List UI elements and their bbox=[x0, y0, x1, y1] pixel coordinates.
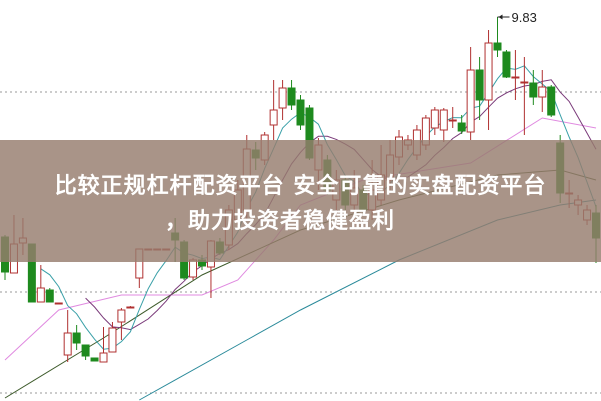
annotation-label: 9.83 bbox=[512, 10, 537, 25]
candle-down bbox=[81, 344, 90, 357]
candle-down bbox=[296, 99, 305, 126]
candle-up bbox=[108, 327, 117, 353]
candle-up bbox=[63, 332, 72, 356]
candle-up bbox=[439, 109, 448, 131]
candle-up bbox=[520, 81, 529, 84]
candle-down bbox=[457, 122, 466, 132]
candle-up bbox=[466, 69, 475, 133]
candle-up bbox=[126, 306, 135, 309]
overlay-banner: 比较正规杠杆配资平台 安全可靠的实盘配资平台 ，助力投资者稳健盈利 bbox=[0, 140, 601, 262]
candle-up bbox=[448, 119, 457, 122]
candle-down bbox=[547, 86, 556, 116]
candle-down bbox=[45, 289, 54, 303]
candle-up bbox=[538, 86, 547, 98]
candle-down bbox=[529, 82, 538, 98]
candle-up bbox=[430, 109, 439, 129]
candle-up bbox=[278, 87, 287, 109]
candle-up bbox=[99, 352, 108, 363]
candle-down bbox=[90, 357, 99, 362]
candle-down bbox=[493, 42, 502, 51]
candle-up bbox=[36, 287, 45, 303]
candle-up bbox=[511, 76, 520, 79]
banner-line-2: ，助力投资者稳健盈利 bbox=[165, 209, 396, 234]
candle-up bbox=[54, 302, 63, 305]
candle-up bbox=[117, 309, 126, 323]
candle-down bbox=[502, 51, 511, 78]
candle-up bbox=[189, 259, 198, 278]
banner-line-1: 比较正规杠杆配资平台 安全可靠的实盘配资平台 bbox=[54, 174, 547, 199]
candle-down bbox=[72, 332, 81, 344]
candle-up bbox=[269, 109, 278, 126]
arrow-head-icon bbox=[498, 14, 503, 20]
candle-up bbox=[484, 42, 493, 101]
candle-down bbox=[287, 87, 296, 106]
candle-down bbox=[475, 69, 484, 101]
